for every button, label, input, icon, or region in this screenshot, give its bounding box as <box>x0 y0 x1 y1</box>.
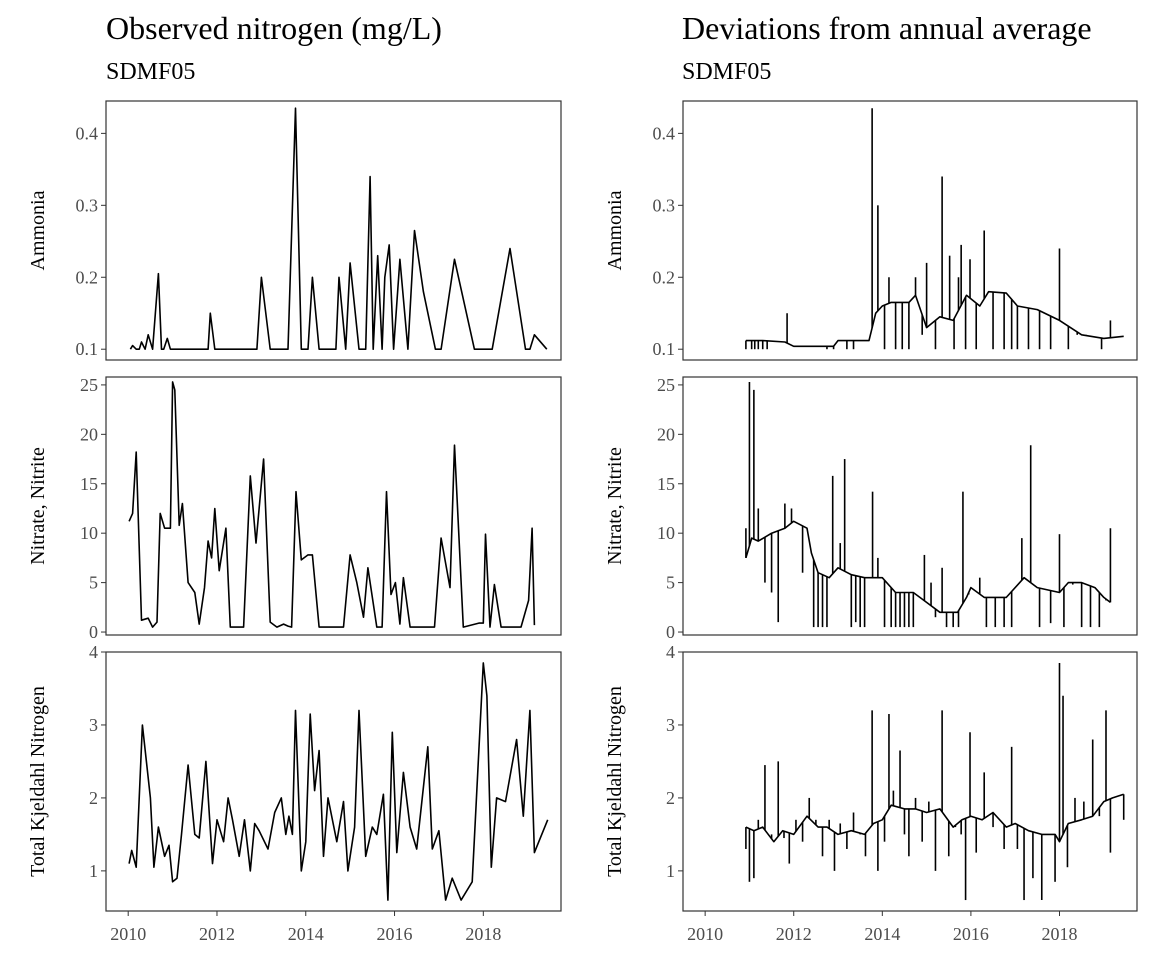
right-ammonia-panel: 0.1 0.2 0.3 0.4 Ammonia <box>604 100 1138 361</box>
right-tkn-annual-average-line <box>745 793 1124 843</box>
left-xtick-label: 2010 <box>110 924 146 944</box>
right-nitrate-nitrite-ytick-label: 10 <box>657 523 675 543</box>
right-xtick-label: 2018 <box>1041 924 1077 944</box>
right-tkn-ytick-label: 4 <box>666 642 675 662</box>
left-nitrate-nitrite-panel: 0 5 10 15 20 25 Nitrate, Nitrite <box>27 375 562 642</box>
left-tkn-panel: 1 2 3 4 Total Kjeldahl Nitrogen 2010 2012 2014 2… <box>27 642 562 944</box>
left-ammonia-ytick-label: 0.1 <box>76 339 99 359</box>
left-ammonia-panel-border <box>105 100 562 361</box>
left-tkn-panel-border <box>105 651 562 912</box>
left-nitrate-nitrite-ytick-label: 15 <box>80 474 98 494</box>
right-ammonia-ytick-label: 0.4 <box>653 123 676 143</box>
right-chart-subtitle: SDMF05 <box>682 59 772 85</box>
right-nitrate-nitrite-ytick-label: 5 <box>666 573 675 593</box>
left-tkn-ytick-label: 3 <box>89 715 98 735</box>
right-tkn-panel: 1 2 3 4 Total Kjeldahl Nitrogen 2010 2012 2014 2… <box>604 642 1138 944</box>
right-xtick-label: 2010 <box>687 924 723 944</box>
left-nitrate-nitrite-ylabel: Nitrate, Nitrite <box>27 447 49 565</box>
left-tkn-ylabel: Total Kjeldahl Nitrogen <box>27 686 49 877</box>
right-ammonia-ytick-label: 0.3 <box>653 195 676 215</box>
right-xtick-label: 2012 <box>776 924 812 944</box>
right-nitrate-nitrite-ytick-label: 25 <box>657 375 675 395</box>
left-xtick-label: 2016 <box>377 924 413 944</box>
right-nitrate-nitrite-annual-average-line <box>745 520 1111 614</box>
left-xtick-label: 2018 <box>465 924 501 944</box>
left-ammonia-ytick-label: 0.3 <box>76 195 99 215</box>
right-nitrate-nitrite-ytick-label: 20 <box>657 424 675 444</box>
right-tkn-ylabel: Total Kjeldahl Nitrogen <box>604 686 626 877</box>
left-nitrate-nitrite-ytick-label: 20 <box>80 424 98 444</box>
left-ammonia-series-line <box>129 107 548 351</box>
left-nitrate-nitrite-series-line <box>128 381 536 628</box>
left-ammonia-ytick-label: 0.2 <box>76 267 99 287</box>
left-chart-subtitle: SDMF05 <box>106 59 196 85</box>
right-tkn-ytick-label: 2 <box>666 788 675 808</box>
left-tkn-ytick-label: 2 <box>89 788 98 808</box>
right-ammonia-ytick-label: 0.1 <box>653 339 676 359</box>
left-xtick-label: 2014 <box>288 924 324 944</box>
left-ammonia-ytick-label: 0.4 <box>76 123 99 143</box>
left-nitrate-nitrite-panel-border <box>105 376 562 636</box>
right-ammonia-ytick-label: 0.2 <box>653 267 676 287</box>
left-chart-title: Observed nitrogen (mg/L) <box>106 10 442 46</box>
right-ammonia-ylabel: Ammonia <box>604 190 626 270</box>
left-nitrate-nitrite-ytick-label: 10 <box>80 523 98 543</box>
left-tkn-ytick-label: 4 <box>89 642 98 662</box>
left-ammonia-panel: 0.1 0.2 0.3 0.4 Ammonia <box>27 100 562 361</box>
right-xtick-label: 2016 <box>953 924 989 944</box>
right-chart-title: Deviations from annual average <box>682 10 1092 46</box>
right-nitrate-nitrite-ylabel: Nitrate, Nitrite <box>604 447 626 565</box>
left-nitrate-nitrite-ytick-label: 25 <box>80 375 98 395</box>
right-nitrate-nitrite-panel: 0 5 10 15 20 25 Nitrate, Nitrite <box>604 375 1138 642</box>
right-tkn-panel-border <box>682 651 1138 912</box>
right-nitrate-nitrite-panel-border <box>682 376 1138 636</box>
right-tkn-ytick-label: 3 <box>666 715 675 735</box>
right-nitrate-nitrite-ytick-label: 0 <box>666 622 675 642</box>
right-xtick-label: 2014 <box>864 924 900 944</box>
right-nitrate-nitrite-ytick-label: 15 <box>657 474 675 494</box>
right-ammonia-annual-average-line <box>745 290 1124 348</box>
left-ammonia-ylabel: Ammonia <box>27 190 49 270</box>
left-tkn-series-line <box>128 662 549 901</box>
left-xtick-label: 2012 <box>199 924 235 944</box>
right-ammonia-panel-border <box>682 100 1138 361</box>
left-nitrate-nitrite-ytick-label: 0 <box>89 622 98 642</box>
left-nitrate-nitrite-ytick-label: 5 <box>89 573 98 593</box>
right-tkn-ytick-label: 1 <box>666 861 675 881</box>
left-tkn-ytick-label: 1 <box>89 861 98 881</box>
